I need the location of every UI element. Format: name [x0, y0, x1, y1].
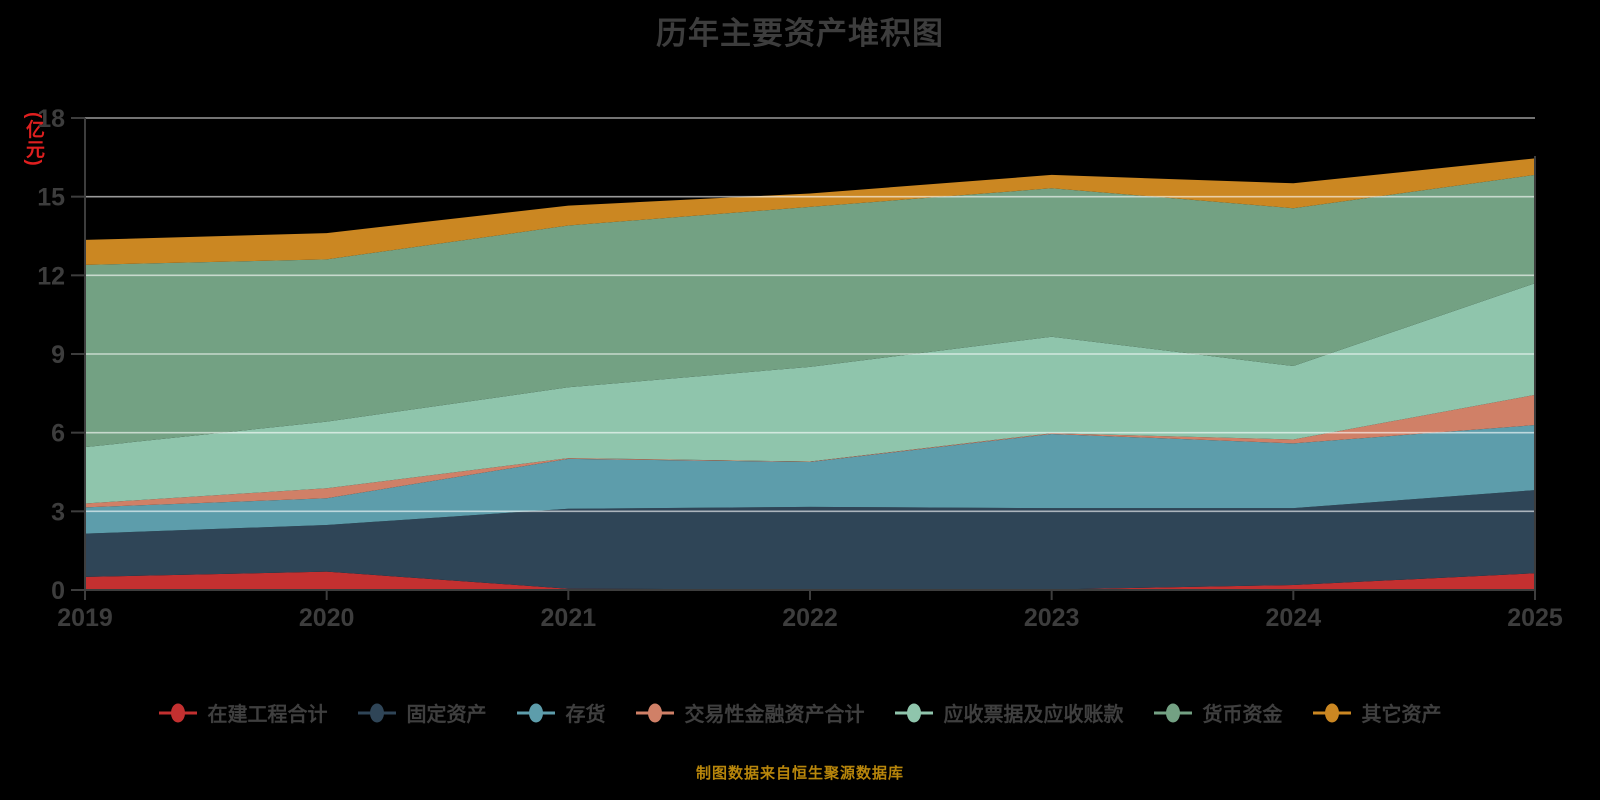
legend-marker-icon: [158, 701, 197, 725]
legend-item-固定资产[interactable]: 固定资产: [357, 698, 487, 727]
area-交易性金融资产合计: [85, 394, 1535, 508]
legend-label: 存货: [565, 704, 606, 726]
legend-marker-icon: [516, 701, 555, 725]
y-tick-label: 12: [37, 262, 65, 290]
x-tick-label: 2024: [1266, 604, 1322, 632]
legend-item-货币资金[interactable]: 货币资金: [1153, 698, 1283, 727]
y-tick-label: 18: [37, 105, 65, 133]
y-tick-label: 3: [51, 498, 65, 526]
data-source-note: 制图数据来自恒生聚源数据库: [695, 765, 904, 782]
legend-item-应收票据及应收账款[interactable]: 应收票据及应收账款: [894, 698, 1124, 727]
y-tick-label: 0: [51, 577, 65, 605]
y-tick-label: 9: [51, 341, 65, 369]
legend-marker-icon: [894, 701, 933, 725]
legend-marker-icon: [1312, 701, 1351, 725]
area-其它资产: [85, 158, 1535, 265]
x-tick-label: 2025: [1507, 604, 1563, 632]
x-tick-label: 2021: [541, 604, 597, 632]
legend-item-在建工程合计[interactable]: 在建工程合计: [158, 698, 328, 727]
legend-label: 固定资产: [406, 704, 487, 726]
y-axis-unit-label: (亿元): [23, 112, 44, 167]
legend-marker-icon: [357, 701, 396, 725]
x-tick-label: 2019: [57, 604, 113, 632]
y-tick-label: 6: [51, 420, 65, 448]
area-在建工程合计: [85, 571, 1535, 590]
x-tick-label: 2023: [1024, 604, 1080, 632]
legend-item-交易性金融资产合计[interactable]: 交易性金融资产合计: [635, 698, 865, 727]
area-货币资金: [85, 174, 1535, 448]
y-tick-label: 15: [37, 184, 65, 212]
legend: 在建工程合计 固定资产 存货 交易性金融资产合计 应收票据及应收账款 货币资金 其它资产: [0, 698, 1600, 727]
area-应收票据及应收账款: [85, 283, 1535, 504]
legend-label: 在建工程合计: [207, 704, 328, 726]
legend-label: 应收票据及应收账款: [943, 704, 1124, 726]
legend-item-其它资产[interactable]: 其它资产: [1312, 698, 1442, 727]
x-tick-label: 2022: [782, 604, 838, 632]
legend-item-存货[interactable]: 存货: [516, 698, 606, 727]
chart-title: 历年主要资产堆积图: [656, 16, 944, 51]
legend-label: 货币资金: [1202, 704, 1283, 726]
legend-marker-icon: [1153, 701, 1192, 725]
x-tick-label: 2020: [299, 604, 355, 632]
legend-marker-icon: [635, 701, 674, 725]
legend-label: 其它资产: [1361, 704, 1442, 726]
area-存货: [85, 425, 1535, 534]
area-固定资产: [85, 490, 1535, 590]
legend-label: 交易性金融资产合计: [684, 704, 865, 726]
